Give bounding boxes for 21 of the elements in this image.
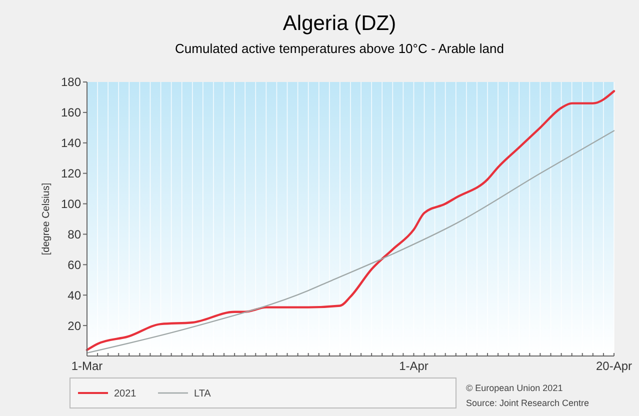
y-tick-label: 60 (68, 258, 82, 272)
y-tick-label: 100 (60, 196, 82, 211)
chart-subtitle: Cumulated active temperatures above 10°C - Arable land (175, 41, 504, 56)
legend-label: LTA (194, 388, 212, 400)
y-tick-label: 140 (60, 136, 82, 150)
y-tick-label: 160 (60, 106, 82, 120)
y-tick-label: 40 (68, 288, 82, 302)
y-tick-label: 20 (68, 318, 82, 333)
y-tick-label: 120 (60, 166, 82, 181)
line-series (86, 90, 616, 352)
source-note: Source: Joint Research Centre (466, 398, 590, 408)
x-tick-label: 1-Mar (71, 359, 103, 373)
line-series (86, 130, 615, 354)
text: © European Union 2021 (466, 383, 563, 393)
y-axis-title: [degree Celsius] (41, 182, 52, 256)
x-tick-label: 1-Apr (399, 359, 428, 373)
chart-title: Algeria (DZ) (282, 12, 396, 35)
legend-label: 2021 (114, 388, 137, 400)
y-tick-label: 80 (68, 227, 82, 242)
x-tick-label: 20-Apr (596, 359, 632, 373)
y-tick-label: 180 (60, 75, 82, 90)
